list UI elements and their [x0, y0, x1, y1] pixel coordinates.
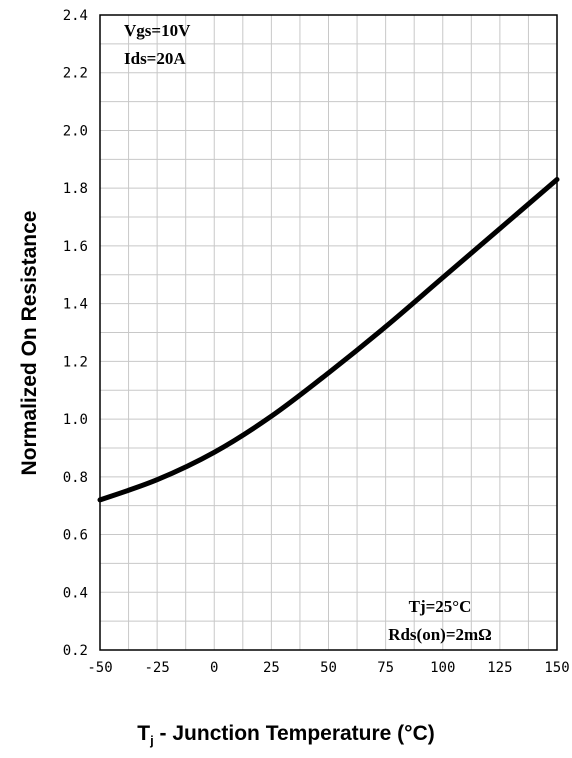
y-tick-label: 2.2: [63, 66, 88, 82]
annotation-reference: Tj=25°C Rds(on)=2mΩ: [388, 597, 492, 644]
x-tick-label: -25: [144, 660, 169, 676]
plot-frame: [99, 14, 558, 651]
x-tick-label: 0: [210, 660, 218, 676]
y-tick-label: 0.2: [63, 643, 88, 659]
y-tick-label: 1.0: [63, 412, 88, 428]
x-tick-label: 150: [544, 660, 569, 676]
y-axis-label: Normalized On Resistance: [18, 211, 41, 476]
y-tick-label: 0.8: [63, 470, 88, 486]
x-tick-label: 75: [377, 660, 394, 676]
y-tick-label: 0.6: [63, 528, 88, 544]
y-tick-label: 1.6: [63, 239, 88, 255]
annotation-text: Vgs=10V: [124, 21, 191, 40]
annotation-conditions: Vgs=10V Ids=20A: [124, 21, 191, 68]
chart: -50 -25 0 25 50 75 100 125 150 0.2 0.4 0.6 0.8 1.0 1.2…: [18, 8, 570, 676]
y-tick-label: 2.0: [63, 123, 88, 139]
x-axis-label: Tj - Junction Temperature (°C): [0, 722, 572, 748]
x-tick-label: -50: [87, 660, 112, 676]
x-axis-label-main: T: [137, 722, 151, 745]
y-tick-label: 1.2: [63, 354, 88, 370]
x-tick-label: 50: [320, 660, 337, 676]
annotation-text: Ids=20A: [124, 49, 186, 68]
x-axis-label-rest: - Junction Temperature (°C): [153, 722, 435, 745]
tick-labels: -50 -25 0 25 50 75 100 125 150 0.2 0.4 0.6 0.8 1.0 1.2…: [63, 8, 570, 676]
annotation-text: Rds(on)=2mΩ: [388, 625, 492, 644]
annotation-text: Tj=25°C: [409, 597, 472, 616]
x-tick-label: 125: [487, 660, 512, 676]
y-tick-label: 1.4: [63, 297, 88, 313]
grid: [99, 14, 558, 651]
y-tick-label: 0.4: [63, 585, 88, 601]
y-tick-label: 1.8: [63, 181, 88, 197]
y-tick-label: 2.4: [63, 8, 88, 24]
x-tick-label: 25: [263, 660, 280, 676]
x-axis-label-sub: j: [150, 733, 154, 749]
series-line: [97, 177, 560, 503]
x-tick-label: 100: [430, 660, 455, 676]
